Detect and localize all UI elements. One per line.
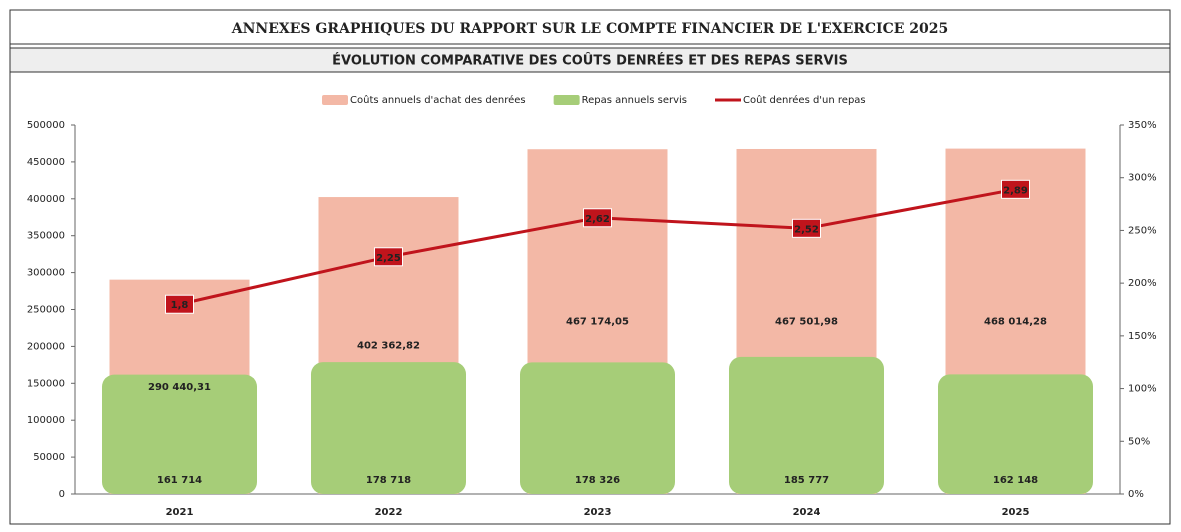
y-tick-label: 300000 (27, 268, 65, 279)
bar-label: 467 501,98 (775, 316, 838, 327)
bar-label: 467 174,05 (566, 317, 629, 328)
point-label-box (165, 294, 194, 314)
y2-tick-label: 0% (1128, 489, 1144, 500)
bar-label: 178 718 (366, 475, 411, 486)
legend-label: Coûts annuels d'achat des denrées (350, 94, 526, 106)
bar (102, 374, 257, 494)
y2-tick-label: 350% (1128, 120, 1157, 131)
point-label: 2,62 (585, 214, 610, 225)
y2-tick-label: 200% (1128, 278, 1157, 289)
x-tick-label: 2023 (584, 507, 612, 518)
y-tick-label: 400000 (27, 194, 65, 205)
header: ANNEXES GRAPHIQUES DU RAPPORT SUR LE COM… (231, 21, 948, 37)
point-label: 2,25 (376, 253, 401, 264)
point-label: 2,89 (1003, 185, 1028, 196)
bar (729, 356, 884, 494)
chart-title: ÉVOLUTION COMPARATIVE DES COÛTS DENRÉES … (332, 53, 848, 69)
bar-label: 178 326 (575, 475, 620, 486)
header-box (9, 9, 1171, 45)
y-tick-label: 350000 (27, 231, 65, 242)
x-tick-label: 2025 (1002, 507, 1030, 518)
y-tick-label: 150000 (27, 378, 65, 389)
y2-tick-label: 100% (1128, 384, 1157, 395)
legend-swatch (553, 95, 580, 105)
x-tick-label: 2022 (375, 507, 403, 518)
point-label-box (374, 247, 403, 267)
y2-tick-label: 50% (1128, 436, 1150, 447)
legend-swatch (322, 95, 348, 105)
bar-label: 162 148 (993, 475, 1038, 486)
point-label: 1,8 (171, 300, 189, 311)
x-tick-label: 2021 (166, 507, 194, 518)
y-tick-label: 100000 (27, 415, 65, 426)
bar (520, 362, 675, 494)
y-tick-label: 0 (59, 489, 65, 500)
bar-label: 161 714 (157, 475, 202, 486)
point-label-box (792, 218, 821, 238)
bar-label: 290 440,31 (148, 382, 211, 393)
bar-label: 402 362,82 (357, 341, 420, 352)
y2-tick-label: 250% (1128, 225, 1157, 236)
point-label-box (583, 208, 612, 228)
y2-tick-label: 150% (1128, 331, 1157, 342)
y-tick-label: 50000 (33, 452, 65, 463)
x-tick-label: 2024 (793, 507, 821, 518)
point-label-box (1001, 179, 1030, 199)
bar (311, 362, 466, 494)
subtitle-box (9, 47, 1171, 73)
y-tick-label: 450000 (27, 157, 65, 168)
bar-label: 468 014,28 (984, 316, 1047, 327)
y-tick-label: 250000 (27, 305, 65, 316)
y2-tick-label: 300% (1128, 173, 1157, 184)
legend-label: Repas annuels servis (582, 95, 687, 106)
legend-label: Coût denrées d'un repas (743, 94, 866, 106)
bar-label: 185 777 (784, 475, 829, 486)
bar (938, 374, 1093, 494)
point-label: 2,52 (794, 224, 819, 235)
y-tick-label: 200000 (27, 341, 65, 352)
y-tick-label: 500000 (27, 120, 65, 131)
